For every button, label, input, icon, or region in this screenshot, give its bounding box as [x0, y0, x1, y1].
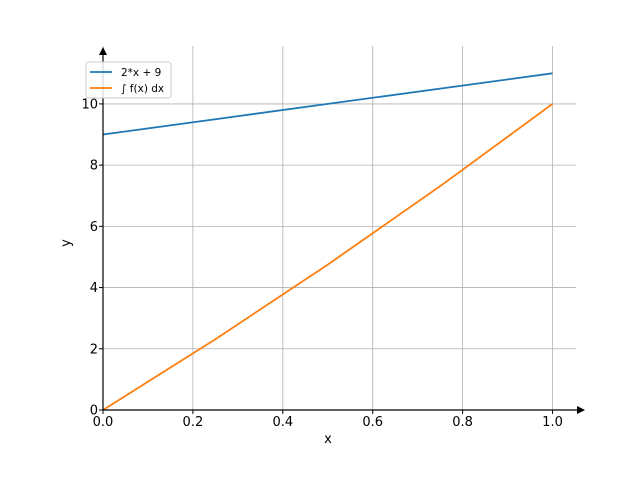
legend: 2*x + 9 ∫ f(x) dx [85, 61, 172, 99]
y-axis-arrow [99, 47, 107, 55]
y-tick-label: 2 [90, 342, 98, 357]
x-tick-label: 0.4 [272, 415, 293, 430]
series-line-2 [102, 103, 554, 411]
legend-label-2: ∫ f(x) dx [121, 83, 164, 95]
y-tick-label: 8 [90, 159, 98, 174]
x-tick-label: 0.2 [183, 415, 204, 430]
x-tick-label: 0.8 [452, 415, 473, 430]
y-tick-label: 4 [90, 281, 98, 296]
series-line-1 [102, 72, 553, 136]
y-tick-label: 6 [90, 220, 98, 235]
x-tick-label: 0.0 [93, 415, 114, 430]
x-axis-label: x [324, 432, 332, 447]
y-tick-label: 10 [81, 97, 98, 112]
y-ticks: 0 2 4 6 8 10 [81, 97, 103, 419]
legend-label-1: 2*x + 9 [121, 67, 161, 79]
legend-box [85, 61, 172, 99]
axes [99, 47, 585, 414]
x-axis-arrow [577, 406, 585, 414]
series-layer [102, 72, 554, 411]
x-tick-label: 0.6 [362, 415, 383, 430]
x-tick-label: 1.0 [542, 415, 563, 430]
y-tick-label: 0 [90, 404, 98, 419]
y-axis-label: y [59, 239, 74, 247]
grid [102, 46, 576, 411]
x-ticks: 0.0 0.2 0.4 0.6 0.8 1.0 [93, 410, 563, 430]
